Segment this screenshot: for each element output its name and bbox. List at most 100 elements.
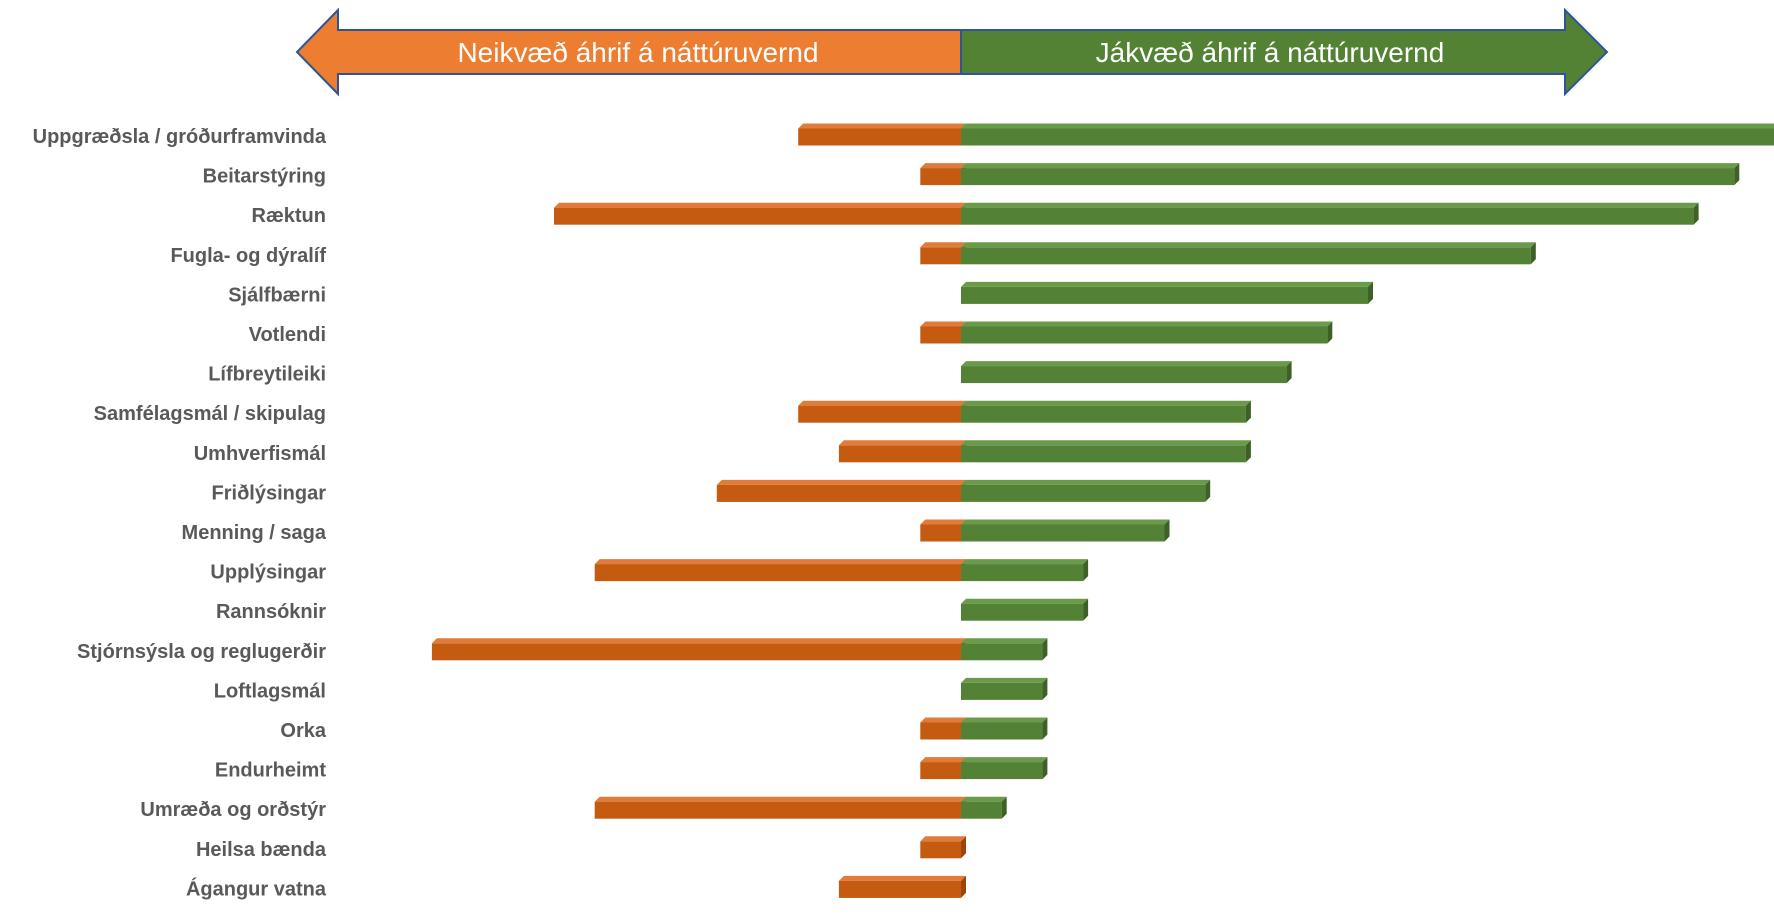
negative-bar-0 — [798, 123, 966, 146]
negative-bar-3 — [920, 242, 966, 265]
positive-bar-11-side — [1083, 559, 1089, 582]
category-label: Ræktun — [252, 205, 326, 227]
positive-bar-16-side — [1042, 757, 1048, 780]
negative-bar-17-top — [594, 796, 966, 802]
negative-bar-15-front — [920, 722, 961, 740]
positive-bar-3-front — [961, 247, 1531, 265]
negative-bar-18-side — [961, 836, 966, 859]
positive-bar-1-top — [961, 163, 1740, 169]
positive-bar-9 — [961, 479, 1211, 502]
category-label: Votlendi — [249, 324, 326, 346]
category-label: Heilsa bænda — [196, 839, 327, 861]
positive-bar-11 — [961, 559, 1089, 582]
negative-bar-16-front — [920, 762, 961, 780]
positive-bar-13-front — [961, 643, 1043, 661]
negative-bar-2-top — [554, 202, 966, 208]
category-label: Umræða og orðstýr — [140, 799, 326, 821]
negative-bar-11 — [594, 559, 966, 582]
positive-bar-9-top — [961, 479, 1211, 485]
positive-bar-7-top — [961, 400, 1251, 406]
positive-bar-11-top — [961, 559, 1089, 565]
negative-bar-1-front — [920, 168, 961, 186]
category-label: Endurheimt — [215, 760, 326, 782]
negative-bar-8 — [838, 440, 966, 463]
positive-bar-2-front — [961, 207, 1694, 225]
negative-bar-19-top — [838, 875, 966, 881]
negative-bar-17 — [594, 796, 966, 819]
negative-bar-8-top — [838, 440, 966, 446]
positive-bar-5-top — [961, 321, 1333, 327]
positive-bar-1-side — [1734, 163, 1740, 186]
negative-bar-16-top — [920, 757, 966, 763]
negative-bar-19-side — [961, 875, 966, 898]
positive-bar-6-front — [961, 366, 1287, 384]
negative-bar-10-top — [920, 519, 966, 525]
category-label: Fugla- og dýralíf — [170, 245, 326, 267]
positive-bar-14-side — [1042, 677, 1048, 700]
negative-bar-0-top — [798, 123, 966, 129]
positive-bar-8-side — [1245, 440, 1251, 463]
positive-bar-1 — [961, 163, 1740, 186]
negative-bar-1-top — [920, 163, 966, 169]
positive-bar-14-front — [961, 682, 1043, 700]
negative-bar-17-front — [594, 801, 961, 819]
negative-bar-7 — [798, 400, 966, 423]
negative-bar-9-front — [716, 484, 961, 502]
category-label: Ágangur vatna — [186, 877, 327, 900]
positive-bar-3-side — [1530, 242, 1536, 265]
category-label: Stjórnsýsla og reglugerðir — [77, 641, 326, 663]
category-label: Orka — [280, 720, 326, 742]
positive-bar-7-side — [1245, 400, 1251, 423]
positive-bar-17-side — [1001, 796, 1007, 819]
positive-bar-16-top — [961, 757, 1048, 763]
positive-bar-9-side — [1205, 479, 1211, 502]
negative-bar-3-front — [920, 247, 961, 265]
category-label: Upplýsingar — [210, 562, 326, 584]
negative-bar-15-top — [920, 717, 966, 723]
positive-bar-13-top — [961, 638, 1048, 644]
positive-bar-12-side — [1083, 598, 1089, 621]
positive-bar-12-front — [961, 603, 1084, 621]
bars-group — [431, 123, 1774, 898]
negative-bar-7-top — [798, 400, 966, 406]
positive-bar-11-front — [961, 564, 1084, 582]
negative-bar-13-top — [431, 638, 966, 644]
positive-bar-10-top — [961, 519, 1170, 525]
positive-bar-5 — [961, 321, 1333, 344]
positive-bar-10-front — [961, 524, 1165, 542]
negative-bar-5 — [920, 321, 966, 344]
positive-bar-2 — [961, 202, 1699, 225]
positive-bar-15-top — [961, 717, 1048, 723]
negative-bar-1 — [920, 163, 966, 186]
positive-bar-4-top — [961, 281, 1373, 287]
positive-bar-6-top — [961, 361, 1292, 367]
negative-bar-7-front — [798, 405, 961, 423]
category-label: Loftlagsmál — [214, 680, 326, 702]
positive-bar-8-top — [961, 440, 1251, 446]
negative-bar-3-top — [920, 242, 966, 248]
category-label: Beitarstýring — [203, 166, 326, 188]
positive-bar-9-front — [961, 484, 1206, 502]
positive-bar-16-front — [961, 762, 1043, 780]
negative-bar-18-top — [920, 836, 966, 842]
positive-bar-7 — [961, 400, 1251, 423]
positive-bar-6 — [961, 361, 1292, 384]
positive-bar-0 — [961, 123, 1774, 146]
negative-bar-11-top — [594, 559, 966, 565]
negative-bar-9 — [716, 479, 966, 502]
negative-bar-8-front — [838, 445, 961, 463]
positive-bar-10 — [961, 519, 1170, 542]
category-label: Lífbreytileiki — [208, 364, 326, 386]
category-labels-group: Uppgræðsla / gróðurframvinda Beitarstýrin… — [33, 126, 327, 900]
positive-bar-16 — [961, 757, 1048, 780]
negative-bar-19 — [838, 875, 966, 898]
positive-bar-12 — [961, 598, 1089, 621]
category-label: Umhverfismál — [194, 443, 326, 465]
positive-bar-14 — [961, 677, 1048, 700]
negative-bar-0-front — [798, 128, 961, 146]
negative-bar-2-front — [554, 207, 961, 225]
negative-arrow-label: Neikvæð áhrif á náttúruvernd — [457, 37, 818, 68]
category-label: Samfélagsmál / skipulag — [94, 403, 326, 425]
negative-bar-19-front — [838, 880, 961, 898]
negative-arrow-shape — [295, 7, 962, 97]
